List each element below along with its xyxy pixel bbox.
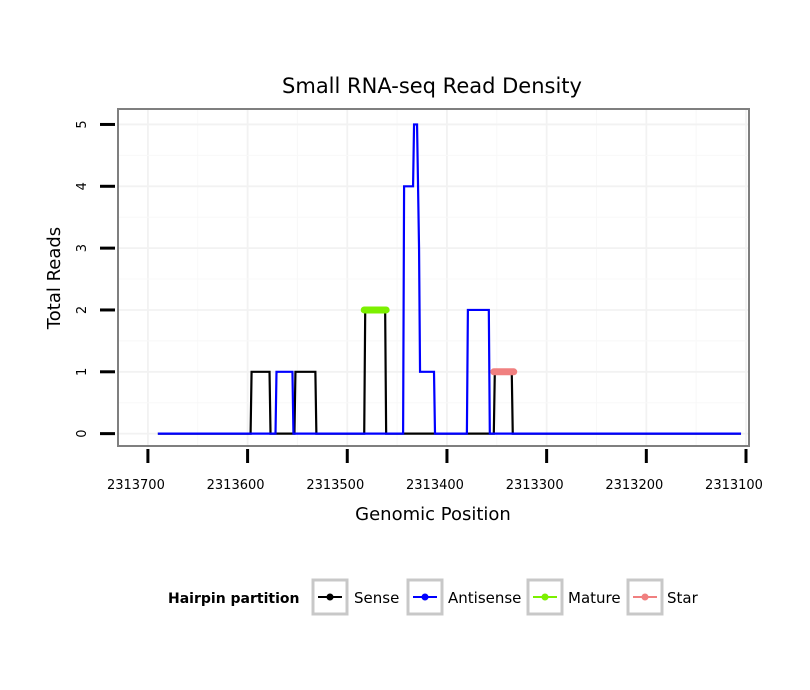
y-tick-label: 1: [75, 368, 90, 376]
legend-label: Star: [667, 589, 699, 607]
legend-key-dot: [641, 593, 649, 601]
x-axis-title: Genomic Position: [355, 504, 511, 525]
x-tick-label: 2313300: [506, 478, 564, 493]
x-tick-label: 2313500: [306, 478, 364, 493]
legend-key-dot: [541, 593, 549, 601]
legend-key-dot: [421, 593, 429, 601]
legend: Hairpin partition Sense Antisense Mature St…: [168, 578, 699, 616]
legend-item-antisense: Antisense: [406, 578, 521, 616]
legend-item-mature: Mature: [526, 578, 621, 616]
legend-items: Sense Antisense Mature Star: [311, 578, 699, 616]
x-tick-label: 2313100: [705, 478, 763, 493]
x-tick-label: 2313200: [605, 478, 663, 493]
x-tick-label: 2313600: [207, 478, 265, 493]
legend-label: Antisense: [448, 589, 521, 607]
y-tick-label: 4: [75, 182, 90, 190]
legend-item-sense: Sense: [311, 578, 399, 616]
data-series: [157, 123, 742, 435]
y-tick-label: 3: [75, 244, 90, 252]
legend-item-star: Star: [626, 578, 699, 616]
legend-key-dot: [326, 593, 334, 601]
y-tick-label: 0: [75, 429, 90, 437]
series-line-antisense: [157, 123, 742, 435]
legend-label: Mature: [568, 589, 621, 607]
y-tick-label: 2: [75, 306, 90, 314]
axes: 2313700 2313600 2313500 2313400 2313300 23132…: [75, 120, 763, 493]
chart-title: Small RNA-seq Read Density: [282, 74, 582, 98]
legend-title: Hairpin partition: [168, 591, 299, 607]
y-axis-title: Total Reads: [44, 227, 65, 330]
x-tick-label: 2313700: [107, 478, 165, 493]
x-tick-label: 2313400: [406, 478, 464, 493]
y-tick-label: 5: [75, 120, 90, 128]
legend-label: Sense: [354, 589, 399, 607]
plot-panel-border: [117, 108, 750, 447]
